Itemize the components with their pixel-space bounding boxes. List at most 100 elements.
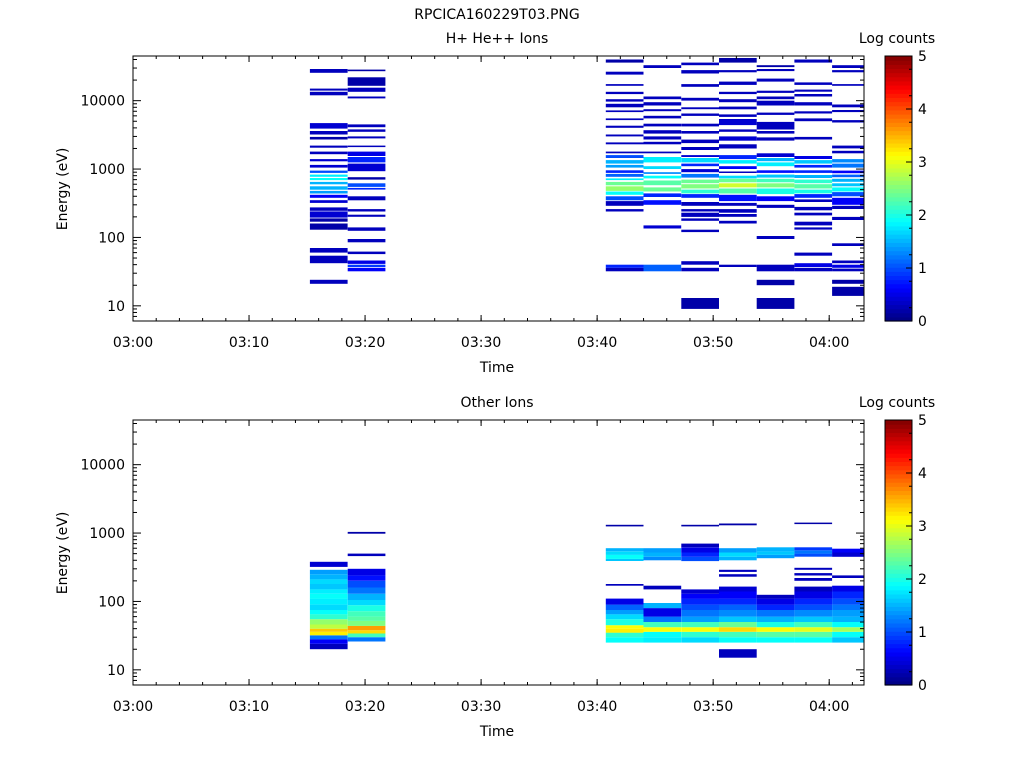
heatmap-cell [309, 218, 348, 222]
colorbar-band [885, 292, 912, 297]
heatmap-cell [681, 610, 719, 617]
heatmap-cell [643, 130, 682, 134]
heatmap-cell [794, 111, 833, 114]
heatmap-cell [832, 548, 864, 553]
heatmap-cell [832, 163, 864, 168]
heatmap-cell [309, 598, 348, 605]
heatmap-cell [719, 548, 757, 553]
heatmap-cell [794, 206, 833, 211]
heatmap-cell [832, 243, 864, 246]
x-tick-label: 03:00 [113, 335, 153, 351]
heatmap-cell [794, 553, 833, 557]
heatmap-cell [309, 614, 348, 620]
heatmap-cell [605, 164, 644, 168]
colorbar-band [885, 142, 912, 148]
heatmap-cell [832, 575, 864, 578]
heatmap-cell [794, 567, 833, 570]
heatmap-cell [347, 77, 386, 86]
colorbar-band [885, 585, 912, 591]
colorbar-band [885, 56, 912, 61]
colorbar-band [885, 631, 912, 636]
heatmap-cell [605, 84, 644, 86]
colorbar-band [885, 527, 912, 533]
heatmap-cell [681, 147, 719, 150]
colorbar-band [885, 448, 912, 454]
heatmap-cell [605, 632, 644, 638]
heatmap-cell [719, 175, 757, 179]
heatmap-cell [643, 102, 682, 106]
heatmap-cell [605, 151, 644, 154]
heatmap-cell [309, 561, 348, 567]
colorbar: 0 1 2 3 4 5 [884, 49, 927, 330]
y-tick-label: 10000 [80, 458, 125, 474]
heatmap-cell [681, 552, 719, 557]
heatmap-cell [605, 91, 644, 95]
colorbar-band [885, 184, 912, 190]
colorbar-band [885, 225, 912, 231]
heatmap-cell [605, 584, 644, 586]
colorbar-tick-label: 4 [918, 102, 927, 118]
heatmap-cell [347, 227, 386, 231]
colorbar-band [885, 424, 912, 429]
heatmap-cell [794, 631, 833, 638]
colorbar-band [885, 234, 912, 239]
colorbar-band [885, 163, 912, 169]
heatmap-cell [347, 163, 386, 172]
heatmap-cell [681, 194, 719, 198]
colorbar-band [885, 428, 912, 434]
heatmap-cell [794, 136, 833, 140]
heatmap-cell [832, 145, 864, 149]
y-tick-label: 10 [107, 663, 125, 679]
heatmap-cell [719, 106, 757, 110]
heatmap-cell [756, 183, 795, 188]
heatmap-cell [681, 593, 719, 599]
colorbar-band [885, 544, 912, 549]
heatmap-cell [719, 202, 757, 206]
colorbar-tick-label: 2 [918, 208, 927, 224]
colorbar-band [885, 465, 912, 471]
colorbar-band [885, 581, 912, 587]
heatmap-cell [347, 587, 386, 594]
colorbar-band [885, 97, 912, 103]
heatmap-cell [832, 150, 864, 154]
heatmap-cell [794, 547, 833, 551]
heatmap-cell [681, 84, 719, 87]
heatmap-cell [643, 616, 682, 622]
colorbar-band [885, 300, 912, 306]
heatmap-cell [309, 643, 348, 650]
heatmap-cell [719, 214, 757, 217]
heatmap-cell [347, 267, 386, 272]
heatmap-cell [794, 179, 833, 184]
colorbar-tick-label: 3 [918, 155, 927, 171]
heatmap-cell [719, 194, 757, 202]
colorbar-band [885, 109, 912, 115]
heatmap-cell [605, 604, 644, 610]
colorbar-band [885, 635, 912, 641]
heatmap-cell [347, 600, 386, 606]
heatmap-cell [309, 574, 348, 580]
colorbar-band [885, 523, 912, 529]
heatmap-cell [309, 279, 348, 284]
colorbar-band [885, 622, 912, 628]
heatmap-cell [643, 627, 682, 632]
heatmap-cell [719, 649, 757, 658]
heatmap-cell [347, 129, 386, 132]
heatmap-cell [832, 264, 864, 268]
heatmap-cell [832, 268, 864, 272]
heatmap-cell [605, 614, 644, 620]
colorbar-band [885, 647, 912, 653]
colorbar-tick-label: 1 [918, 261, 927, 277]
colorbar-band [885, 432, 912, 438]
heatmap-cell [309, 579, 348, 584]
heatmap-cell [347, 87, 386, 92]
heatmap-cell [794, 221, 833, 226]
colorbar-band [885, 627, 912, 632]
heatmap-cell [794, 102, 833, 106]
heatmap-cell [756, 547, 795, 552]
heatmap-cell [643, 175, 682, 179]
heatmap-cell [347, 568, 386, 576]
y-tick-label: 10000 [80, 94, 125, 110]
heatmap-cell [756, 279, 795, 286]
heatmap-cell [681, 189, 719, 194]
